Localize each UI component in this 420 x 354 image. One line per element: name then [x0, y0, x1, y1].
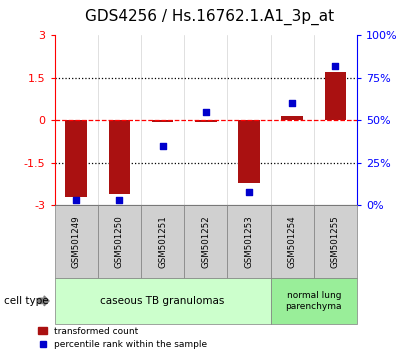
Point [202, 109, 209, 115]
Bar [66, 120, 87, 197]
Point [159, 143, 166, 149]
Text: caseous TB granulomas: caseous TB granulomas [100, 296, 225, 306]
Point [73, 198, 79, 203]
Bar [109, 120, 130, 194]
Point [332, 63, 339, 69]
Text: GSM501251: GSM501251 [158, 215, 167, 268]
Bar [281, 116, 303, 120]
Bar [238, 120, 260, 183]
Text: normal lung
parenchyma: normal lung parenchyma [286, 291, 342, 310]
Text: GSM501252: GSM501252 [201, 215, 210, 268]
Text: GSM501253: GSM501253 [244, 215, 254, 268]
Bar [152, 120, 173, 122]
Point [116, 198, 123, 203]
Text: GSM501250: GSM501250 [115, 215, 124, 268]
Point [289, 101, 296, 106]
Text: GDS4256 / Hs.16762.1.A1_3p_at: GDS4256 / Hs.16762.1.A1_3p_at [85, 9, 335, 25]
Legend: transformed count, percentile rank within the sample: transformed count, percentile rank withi… [38, 327, 207, 349]
Text: GSM501254: GSM501254 [288, 215, 297, 268]
Point [246, 189, 252, 195]
Bar [325, 72, 346, 120]
Bar [195, 120, 217, 122]
Text: cell type: cell type [4, 296, 49, 306]
Text: GSM501255: GSM501255 [331, 215, 340, 268]
Text: GSM501249: GSM501249 [72, 215, 81, 268]
